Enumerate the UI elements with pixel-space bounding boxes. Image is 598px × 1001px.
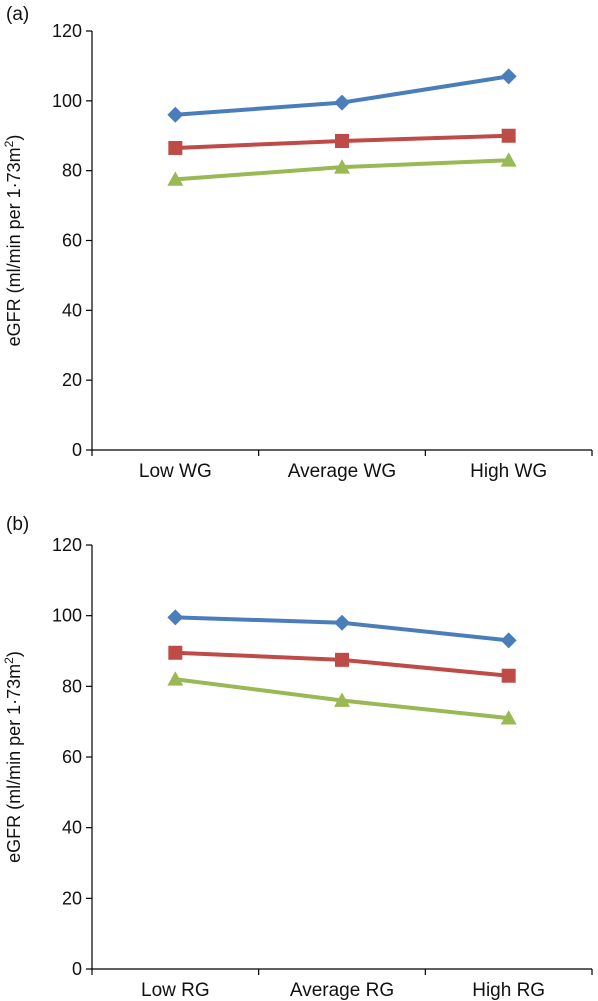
y-tick-label: 40 xyxy=(62,818,82,838)
series-square xyxy=(168,645,516,683)
x-tick-label: High RG xyxy=(472,980,545,1001)
data-point-square xyxy=(501,128,516,143)
data-point-diamond xyxy=(500,68,517,85)
y-tick-label: 100 xyxy=(52,606,82,626)
panel-label: (b) xyxy=(6,514,29,535)
data-point-diamond xyxy=(334,614,350,631)
x-tick-label: Average RG xyxy=(290,980,394,1001)
data-point-diamond xyxy=(167,106,184,123)
y-axis-title: eGFR (ml/min per 1·73m2) xyxy=(2,135,24,347)
y-tick-label: 80 xyxy=(62,676,82,696)
y-tick-label: 20 xyxy=(62,888,82,908)
data-point-diamond xyxy=(334,94,350,111)
data-point-square xyxy=(335,133,349,148)
panel-label: (a) xyxy=(6,4,29,25)
x-tick-label: Average WG xyxy=(288,461,396,482)
data-point-square xyxy=(501,668,516,683)
series-triangle xyxy=(167,671,517,725)
series-triangle xyxy=(167,152,517,186)
y-axis-title: eGFR (ml/min per 1·73m2) xyxy=(2,651,24,863)
data-point-square xyxy=(335,652,349,667)
x-tick-label: Low WG xyxy=(139,461,212,482)
data-point-triangle xyxy=(167,671,184,686)
data-point-triangle xyxy=(167,171,184,186)
y-tick-label: 120 xyxy=(52,535,82,555)
data-point-square xyxy=(168,645,183,660)
x-tick-label: High WG xyxy=(470,461,547,482)
y-tick-label: 60 xyxy=(62,747,82,767)
series-square xyxy=(168,128,516,155)
chart-panel-1: (a) 0 20 40 60 80 100 120 Low WG Average WG High W… xyxy=(2,4,593,482)
data-point-triangle xyxy=(334,159,350,174)
y-tick-label: 20 xyxy=(62,370,82,390)
y-tick-label: 40 xyxy=(62,300,82,320)
data-point-triangle xyxy=(500,710,517,725)
y-tick-label: 120 xyxy=(52,21,82,41)
y-tick-label: 0 xyxy=(72,440,82,460)
y-tick-label: 80 xyxy=(62,161,82,181)
chart-panel-2: (b) 0 20 40 60 80 100 120 Low RG Average RG High R… xyxy=(2,514,593,1001)
x-tick-label: Low RG xyxy=(141,980,210,1001)
series-diamond xyxy=(167,609,517,649)
y-tick-label: 60 xyxy=(62,231,82,251)
y-tick-label: 0 xyxy=(72,959,82,979)
data-point-triangle xyxy=(334,692,350,707)
data-point-square xyxy=(168,140,183,155)
data-point-diamond xyxy=(167,609,184,626)
data-point-diamond xyxy=(500,632,517,649)
series-diamond xyxy=(167,68,517,123)
y-tick-label: 100 xyxy=(52,91,82,111)
data-point-triangle xyxy=(500,152,517,167)
